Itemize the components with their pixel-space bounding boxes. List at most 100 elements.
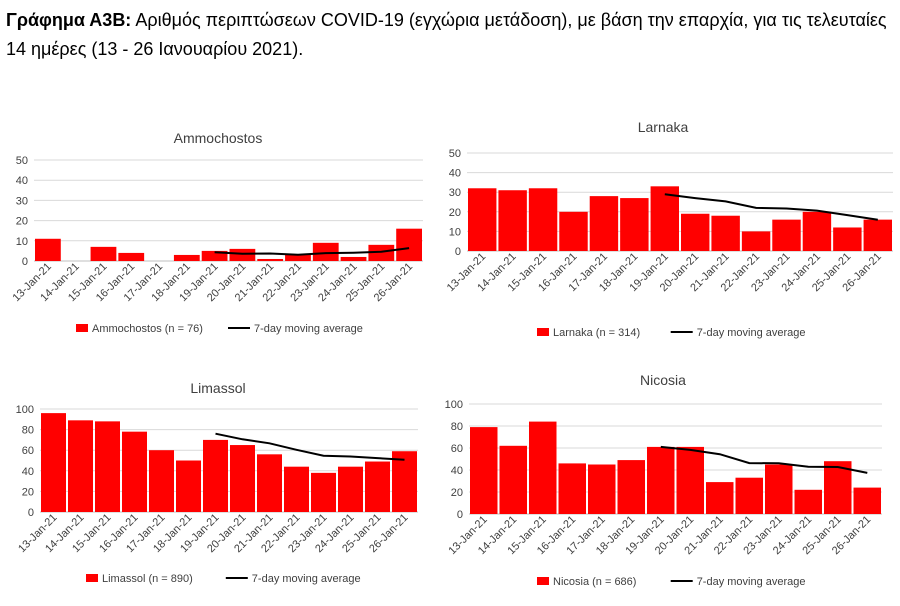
- legend-bar-swatch: [537, 577, 549, 585]
- bar: [681, 213, 710, 251]
- chart-panel-3: Limassol02040608010013-Jan-2114-Jan-2115…: [16, 380, 418, 585]
- bar: [499, 445, 527, 514]
- y-tick-label: 0: [457, 509, 463, 521]
- figure-label: Γράφημα Α3Β:: [6, 10, 132, 30]
- bar: [735, 477, 763, 514]
- legend-bar-swatch: [76, 324, 88, 332]
- bar: [257, 258, 284, 261]
- moving-average-line: [214, 247, 410, 256]
- y-tick-label: 0: [22, 256, 28, 268]
- chart-panel-1: Ammochostos0102030405013-Jan-2114-Jan-21…: [10, 130, 423, 335]
- bar: [647, 446, 675, 514]
- bar: [340, 256, 367, 261]
- y-tick-label: 0: [28, 507, 34, 519]
- chart-panel-2: Larnaka0102030405013-Jan-2114-Jan-2115-J…: [445, 119, 893, 339]
- legend-bar-swatch: [86, 574, 98, 582]
- bar: [229, 248, 256, 261]
- y-tick-label: 50: [449, 148, 461, 160]
- bar: [173, 254, 200, 261]
- legend-bar-label: Limassol (n = 890): [102, 573, 193, 585]
- chart-panel-4: Nicosia02040608010013-Jan-2114-Jan-2115-…: [445, 372, 882, 588]
- y-tick-label: 20: [22, 486, 34, 498]
- figure-caption: Αριθμός περιπτώσεων COVID-19 (εγχώρια με…: [6, 10, 887, 59]
- y-tick-label: 30: [449, 187, 461, 199]
- bar: [558, 463, 586, 514]
- chart-title: Nicosia: [640, 372, 686, 388]
- bar: [588, 464, 616, 514]
- legend-bar-label: Nicosia (n = 686): [553, 576, 636, 588]
- bar: [765, 464, 793, 514]
- legend-bar-swatch: [537, 328, 549, 336]
- bar: [802, 211, 832, 251]
- moving-average-line: [660, 445, 868, 474]
- bar: [35, 238, 61, 261]
- bar: [284, 466, 309, 512]
- bar: [203, 439, 228, 512]
- bar: [311, 472, 336, 512]
- chart-title: Limassol: [190, 380, 245, 396]
- bar: [529, 421, 557, 514]
- y-tick-label: 80: [22, 425, 34, 437]
- bar: [230, 445, 255, 512]
- bar: [559, 211, 588, 251]
- bar: [617, 460, 645, 514]
- y-tick-label: 20: [449, 207, 461, 219]
- bar: [176, 460, 201, 512]
- bar: [468, 188, 497, 251]
- y-tick-label: 100: [445, 399, 463, 411]
- bar: [528, 188, 558, 251]
- bar: [863, 219, 892, 251]
- bar: [118, 252, 145, 261]
- y-tick-label: 60: [451, 443, 463, 455]
- bar: [149, 450, 174, 512]
- legend-line-label: 7-day moving average: [697, 327, 806, 339]
- bar: [95, 421, 120, 512]
- y-tick-label: 40: [22, 466, 34, 478]
- moving-average-line: [215, 432, 405, 461]
- chart-title: Ammochostos: [174, 130, 263, 146]
- bar: [285, 254, 311, 261]
- bar: [650, 186, 679, 251]
- bar: [833, 227, 862, 251]
- bar: [711, 215, 740, 251]
- bar: [41, 413, 66, 512]
- bar: [824, 461, 852, 514]
- bar: [498, 190, 527, 251]
- y-tick-label: 20: [451, 487, 463, 499]
- bar: [122, 431, 147, 512]
- bar: [589, 196, 619, 251]
- bar: [620, 198, 649, 251]
- bar: [470, 427, 498, 514]
- y-tick-label: 80: [451, 421, 463, 433]
- bar: [741, 231, 771, 251]
- y-tick-label: 40: [449, 168, 461, 180]
- bar: [368, 244, 395, 261]
- bar: [365, 461, 390, 512]
- moving-average-line: [664, 193, 878, 221]
- legend-bar-label: Ammochostos (n = 76): [92, 323, 203, 335]
- bar: [794, 489, 822, 514]
- legend-line-label: 7-day moving average: [252, 573, 361, 585]
- legend-line-label: 7-day moving average: [697, 576, 806, 588]
- bar: [396, 228, 422, 261]
- chart-title: Larnaka: [638, 119, 689, 135]
- y-tick-label: 20: [16, 216, 28, 228]
- legend-line-label: 7-day moving average: [254, 323, 363, 335]
- y-tick-label: 50: [16, 155, 28, 167]
- y-tick-label: 0: [455, 246, 461, 258]
- bar: [338, 466, 363, 512]
- y-tick-label: 30: [16, 195, 28, 207]
- bar: [257, 454, 282, 512]
- bar: [853, 487, 881, 514]
- bar: [392, 451, 417, 512]
- bar: [90, 246, 117, 261]
- figure-heading: Γράφημα Α3Β: Αριθμός περιπτώσεων COVID-1…: [6, 6, 892, 64]
- bar: [706, 482, 734, 514]
- y-tick-label: 40: [16, 175, 28, 187]
- bar: [772, 219, 801, 251]
- bar: [68, 420, 93, 512]
- y-tick-label: 10: [449, 226, 461, 238]
- y-tick-label: 100: [16, 404, 34, 416]
- bar: [312, 242, 339, 261]
